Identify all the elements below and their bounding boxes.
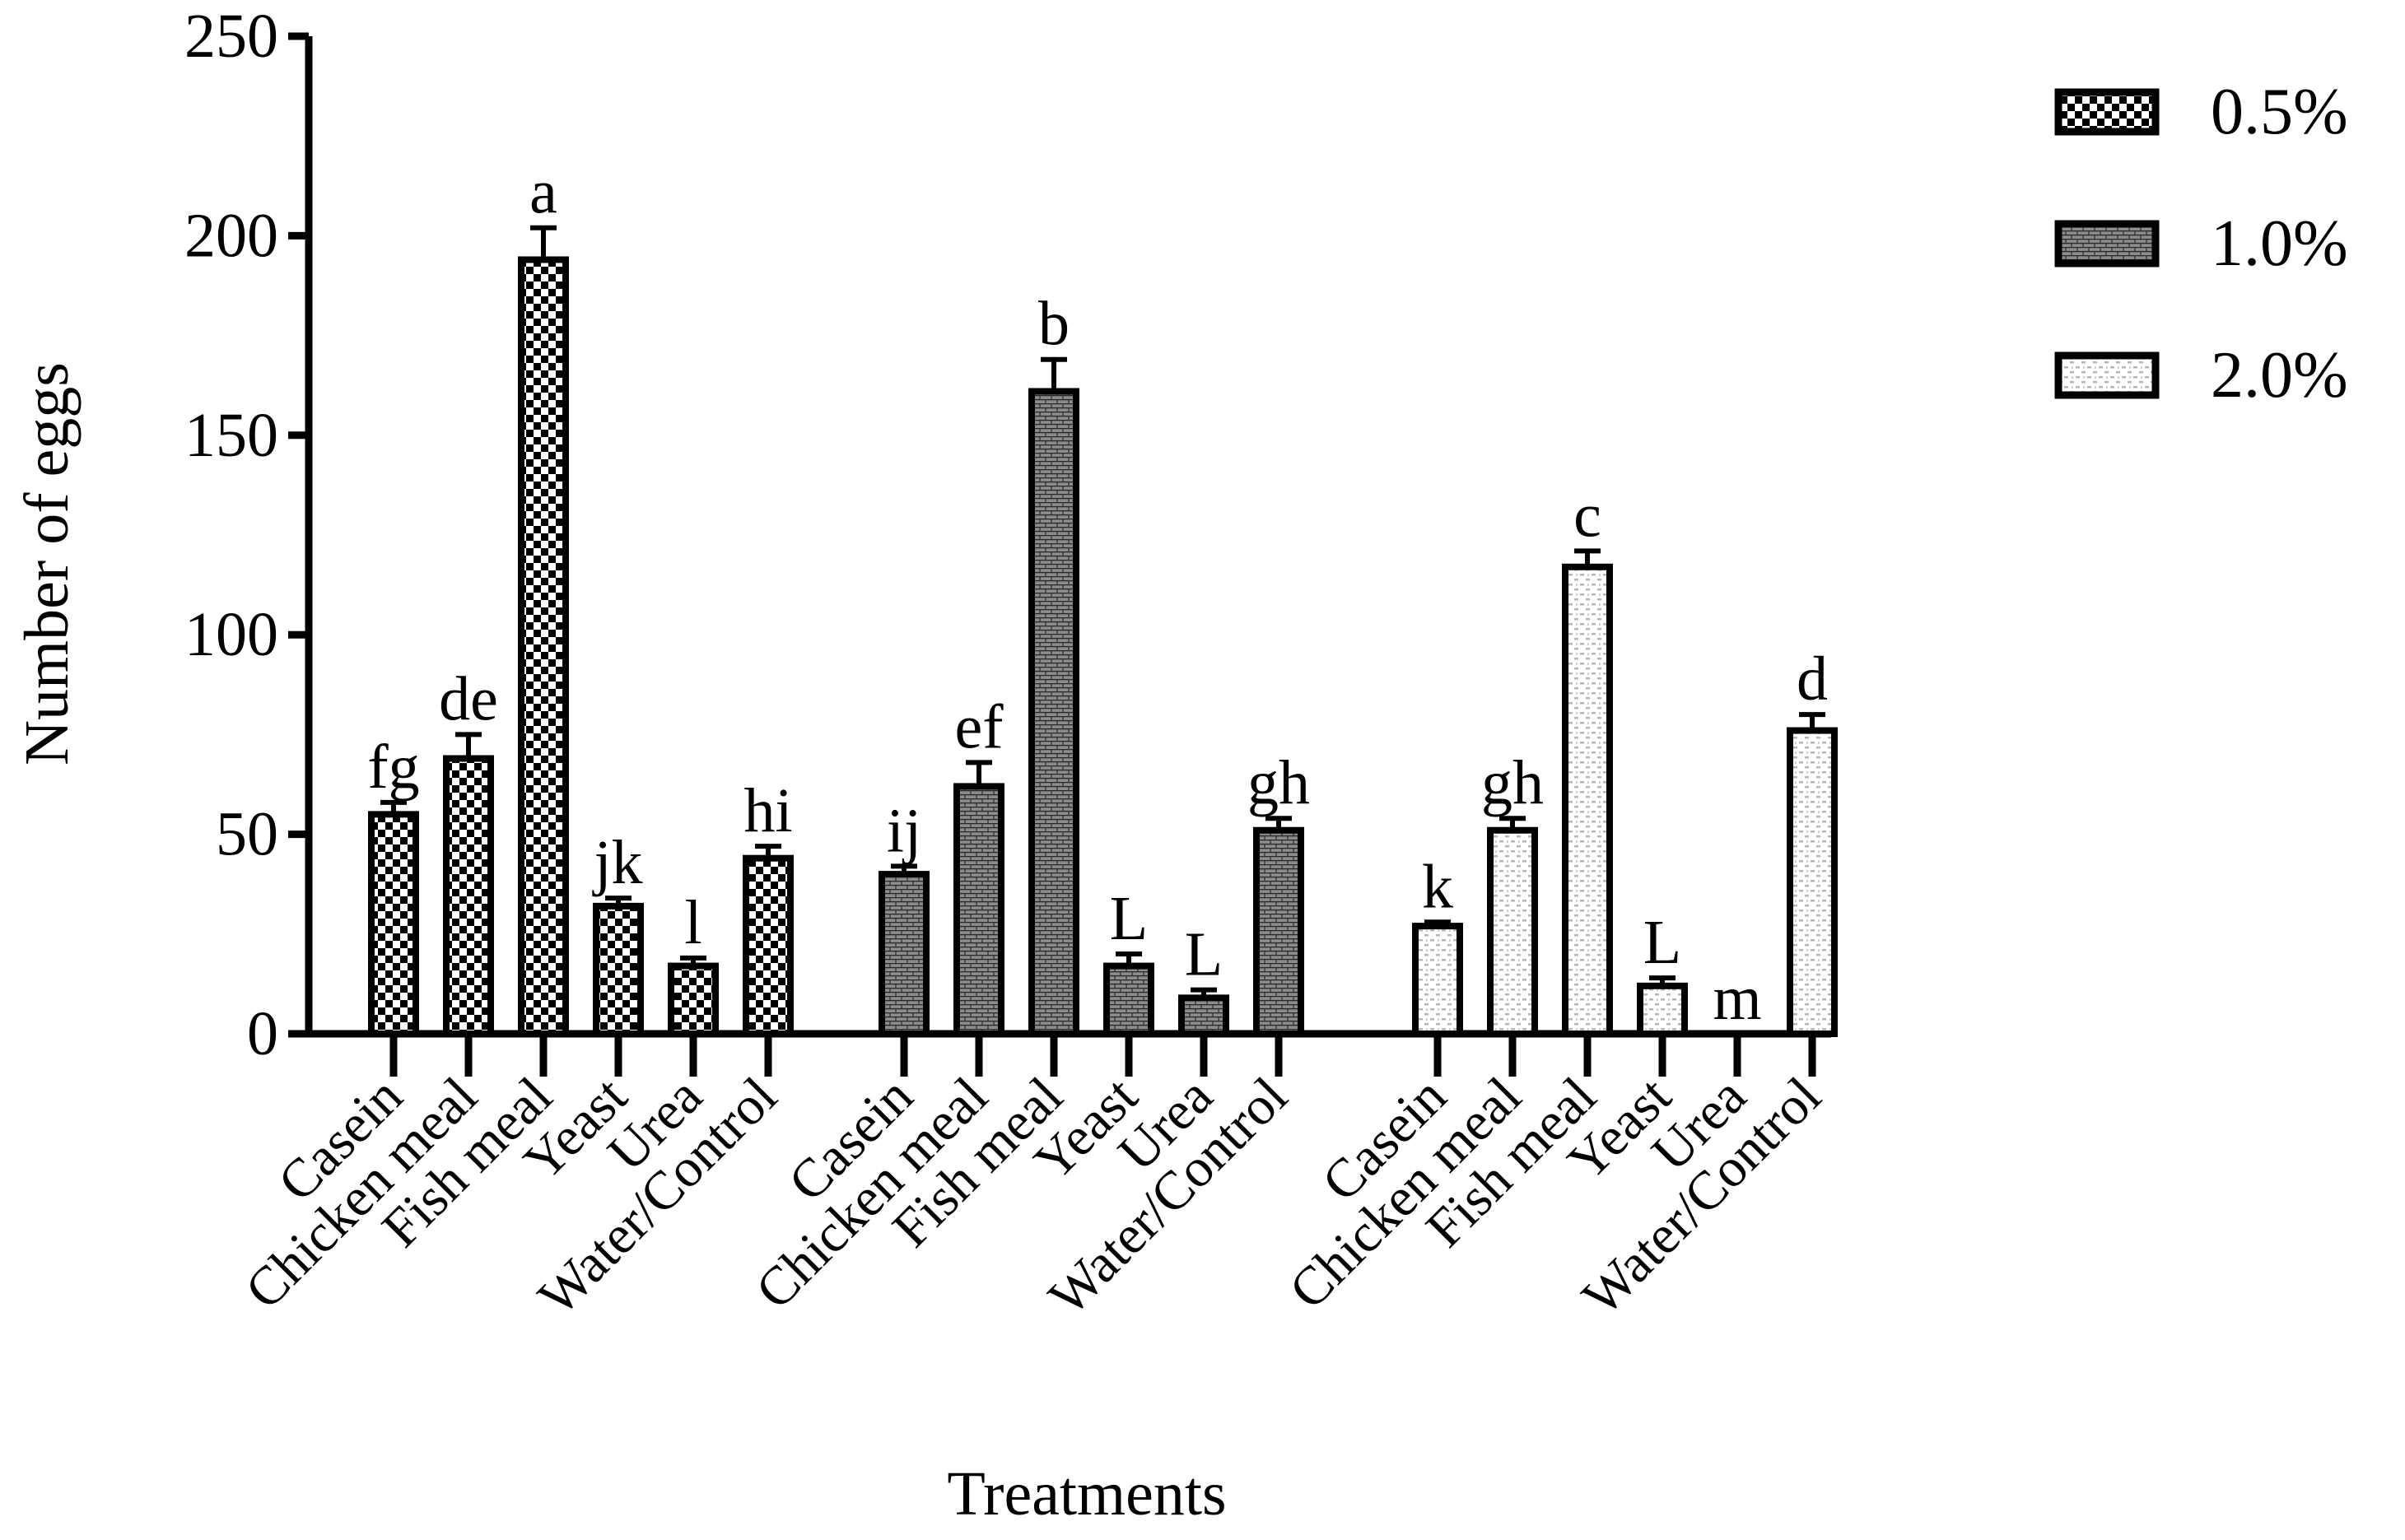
y-tick-label: 200	[184, 201, 278, 270]
y-tick-label: 100	[184, 600, 278, 669]
significance-letter: d	[1797, 644, 1828, 714]
y-axis-title: Number of eggs	[12, 362, 82, 765]
bar	[593, 902, 644, 1038]
significance-letter: de	[439, 664, 498, 733]
bar	[1253, 826, 1304, 1038]
y-ticks: 0 50 100 150 200 250	[184, 2, 309, 1068]
bar	[1412, 923, 1463, 1037]
bar	[953, 783, 1004, 1037]
significance-letter: L	[1110, 884, 1148, 953]
bar	[668, 962, 719, 1037]
x-axis-title: Treatments	[947, 1459, 1226, 1528]
significance-letter: fg	[367, 733, 419, 802]
bar	[879, 871, 930, 1037]
significance-letter: b	[1038, 290, 1070, 359]
bar	[443, 755, 494, 1037]
legend-swatch	[2054, 88, 2160, 136]
bar	[1103, 962, 1154, 1037]
significance-letter: L	[1643, 908, 1681, 977]
significance-letter: k	[1422, 852, 1453, 921]
legend-label: 0.5%	[2211, 76, 2348, 148]
y-tick-label: 150	[184, 401, 278, 470]
significance-letter: gh	[1247, 748, 1310, 817]
significance-letter: L	[1185, 920, 1223, 989]
bar	[368, 811, 419, 1037]
legend-label: 1.0%	[2211, 207, 2348, 280]
bar	[1178, 994, 1229, 1038]
legend-swatch	[2054, 220, 2160, 268]
y-tick-label: 50	[216, 800, 278, 869]
y-tick-label: 0	[247, 999, 278, 1068]
significance-letter: gh	[1481, 748, 1544, 817]
significance-letter: l	[684, 888, 701, 957]
significance-letter: hi	[743, 776, 792, 845]
bar	[1562, 563, 1613, 1037]
legend: 0.5% 1.0% 2.0%	[2054, 76, 2348, 412]
bar	[518, 256, 569, 1038]
significance-letter: jk	[591, 828, 642, 897]
bar	[743, 854, 794, 1037]
significance-letter: ij	[887, 796, 921, 865]
legend-label: 2.0%	[2211, 339, 2348, 412]
y-tick-label: 250	[184, 2, 278, 71]
significance-letter: a	[529, 158, 557, 227]
significance-letter: m	[1713, 964, 1761, 1033]
bar	[1028, 388, 1079, 1037]
bar	[1637, 982, 1688, 1037]
series-2.0%: kgh c Lm d	[1412, 481, 1838, 1038]
significance-letter: ef	[954, 692, 1004, 761]
significance-letter: c	[1573, 481, 1601, 550]
bar	[1487, 826, 1538, 1038]
bar	[1787, 727, 1838, 1037]
legend-swatch	[2054, 351, 2160, 399]
